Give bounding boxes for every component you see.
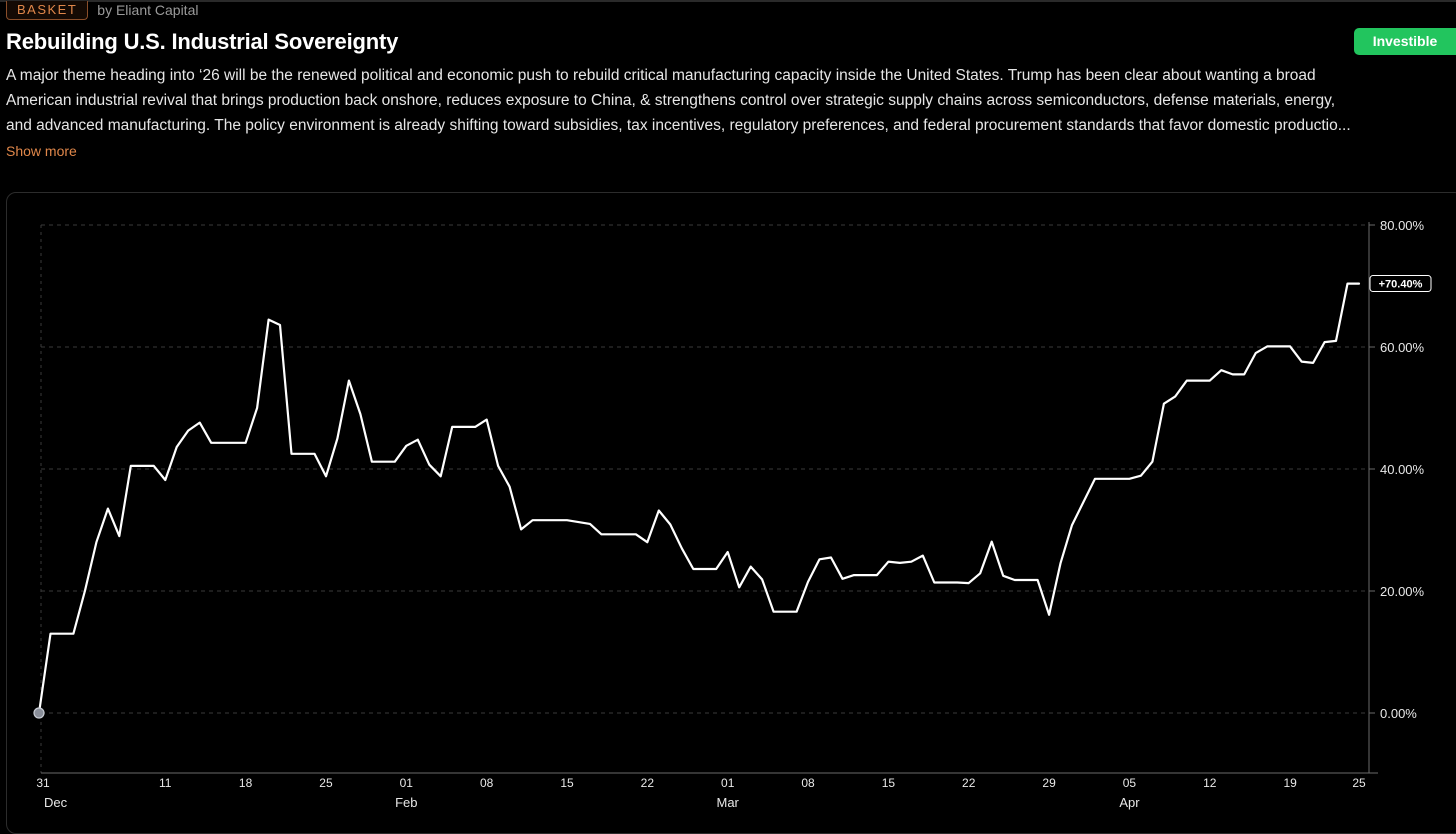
description-line: and advanced manufacturing. The policy e… bbox=[6, 117, 1351, 134]
author-byline: by Eliant Capital bbox=[97, 2, 199, 18]
basket-header: BASKET by Eliant Capital bbox=[6, 0, 198, 20]
top-border bbox=[0, 0, 1456, 2]
show-more-link[interactable]: Show more bbox=[6, 143, 77, 159]
page-title: Rebuilding U.S. Industrial Sovereignty bbox=[6, 29, 399, 54]
description-line: A major theme heading into ‘26 will be t… bbox=[6, 67, 1316, 84]
performance-chart-card bbox=[6, 192, 1456, 834]
basket-badge: BASKET bbox=[6, 0, 89, 20]
basket-description: A major theme heading into ‘26 will be t… bbox=[6, 63, 1452, 138]
description-line: American industrial revival that brings … bbox=[6, 92, 1336, 109]
investible-button[interactable]: Investible bbox=[1354, 28, 1456, 55]
